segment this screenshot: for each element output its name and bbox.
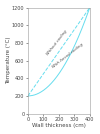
X-axis label: Wall thickness (cm): Wall thickness (cm): [32, 123, 86, 129]
Text: Without cooling: Without cooling: [46, 30, 68, 56]
Text: With forced cooling: With forced cooling: [51, 42, 84, 69]
Y-axis label: Temperature (°C): Temperature (°C): [6, 37, 11, 84]
